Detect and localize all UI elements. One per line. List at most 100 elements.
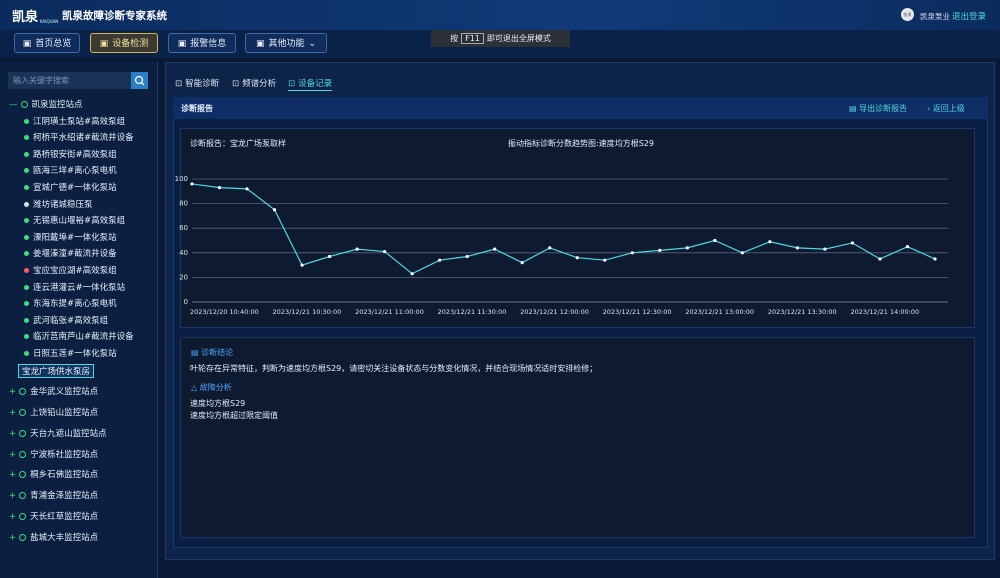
back-text[interactable]: 返回上级 [932, 104, 965, 113]
tree-label: 连云港灌云#一体化泵站 [33, 282, 126, 293]
tree-leaf[interactable]: 东海东提#离心泵电机 [24, 297, 117, 309]
tree-leaf[interactable]: 潍坊诸城稳压泵 [24, 198, 93, 210]
tree-leaf[interactable]: 路桥银安街#高效泵组 [24, 148, 117, 160]
tree-node[interactable]: + 桐乡石佛监控站点 [9, 468, 98, 480]
x-tick-label: 2023/12/21 11:00:00 [355, 308, 424, 316]
nav-button[interactable]: ▣ 设备检测 [90, 33, 158, 53]
tree-leaf[interactable]: 宝应宝应湖#高效泵组 [24, 264, 117, 276]
tree-toggle: + [9, 491, 17, 502]
point [272, 208, 277, 212]
conclusion-title: ▤ 诊断结论 [191, 348, 234, 357]
nav-button[interactable]: ▣ 其他功能 ⌄ [245, 33, 327, 53]
tree-leaf[interactable]: 宣城广德#一体化泵站 [24, 181, 117, 193]
search-input[interactable]: 输入关键字搜索 [8, 72, 131, 89]
tree-leaf[interactable]: 连云港灌云#一体化泵站 [24, 281, 125, 293]
station-icon [19, 513, 27, 520]
x-tick-label: 2023/12/21 14:00:00 [850, 308, 919, 316]
nav-label: 其他功能 [268, 39, 305, 49]
station-icon [20, 101, 28, 108]
back-button[interactable]: ‹ 返回上级 [927, 104, 965, 113]
company: 凯泉泵业 [920, 12, 950, 21]
status-dot [24, 351, 29, 356]
point [217, 186, 222, 190]
tree-label: 金华武义监控站点 [30, 387, 99, 398]
tree-label: 日照五莲#一体化泵站 [33, 349, 117, 359]
tree-leaf[interactable]: 宝龙广场供水泵房 [18, 363, 95, 378]
tree-leaf[interactable]: 无锡惠山堰裕#高效泵组 [24, 214, 125, 226]
tree-toggle: + [9, 387, 17, 398]
tree-leaf[interactable]: 日照五莲#一体化泵站 [24, 347, 117, 359]
tree-label: 溧阳戴埠#一体化泵站 [33, 232, 117, 243]
nav-button[interactable]: ▣ 首页总览 [14, 33, 80, 53]
nav-icon: ▣ [22, 39, 32, 49]
status-dot [24, 201, 29, 207]
tree-leaf[interactable]: 江阴璜土泵站#高效泵组 [24, 115, 125, 127]
x-tick-label: 2023/12/21 12:30:00 [603, 308, 672, 316]
export-text[interactable]: 导出诊断报告 [859, 104, 908, 113]
tab[interactable]: ⊡ 智能诊断 [175, 77, 219, 89]
dropdown-arrow: ⌄ [308, 39, 317, 49]
tree-label: 临沂莒南芦山#截流井设备 [33, 332, 134, 343]
tab-icon: ⊡ [232, 79, 240, 89]
tree-label: 宣城广德#一体化泵站 [33, 183, 117, 193]
point [713, 238, 717, 243]
nav-label: 设备检测 [112, 39, 149, 49]
status-dot [24, 268, 29, 273]
tree-node[interactable]: — 凯泉监控站点 [9, 98, 83, 110]
tree-node[interactable]: + 天长红草监控站点 [9, 510, 98, 522]
point [300, 263, 304, 267]
tree-label: 路桥银安街#高效泵组 [33, 149, 117, 160]
tree-label: 上饶铅山监控站点 [30, 408, 99, 418]
point [575, 256, 579, 260]
x-tick-label: 2023/12/21 12:00:00 [520, 308, 589, 316]
tree-toggle: + [9, 449, 17, 460]
tree-label: 桐乡石佛监控站点 [30, 470, 99, 481]
point [355, 247, 359, 251]
point [493, 247, 497, 251]
conclusion-text: 叶轮存在异常特征，判断为速度均方根S29，请密切关注设备状态与分数变化情况，并结… [190, 364, 598, 373]
tree-node[interactable]: + 上饶铅山监控站点 [9, 406, 98, 418]
point [878, 257, 882, 261]
search-button[interactable] [131, 72, 148, 89]
conclusion-title-text: 诊断结论 [201, 348, 234, 357]
station-icon [19, 409, 27, 416]
tree-leaf[interactable]: 武河临张#高效泵组 [24, 314, 108, 326]
point [465, 254, 469, 259]
line [191, 183, 936, 275]
tree-leaf[interactable]: 柯桥平水绍诸#截流井设备 [24, 131, 134, 143]
point [850, 241, 855, 245]
avatar: 凯泉 [901, 8, 914, 21]
tree-leaf[interactable]: 溧阳戴埠#一体化泵站 [24, 231, 117, 243]
tree-label: 天台九遮山监控站点 [30, 428, 107, 439]
y-tick-label: 80 [179, 200, 188, 208]
tree-node[interactable]: + 青浦金泽监控站点 [9, 489, 98, 501]
tree-label: 瓯海三垟#离心泵电机 [33, 166, 117, 177]
export-button[interactable]: ▤ 导出诊断报告 [849, 104, 908, 113]
analysis-line: 速度均方根超过限定阈值 [190, 411, 278, 420]
y-tick-label: 20 [179, 273, 188, 281]
tab[interactable]: ⊡ 设备记录 [288, 77, 333, 91]
y-tick-label: 60 [179, 224, 188, 232]
tree-leaf[interactable]: 临沂莒南芦山#截流井设备 [24, 330, 134, 342]
point [603, 258, 607, 262]
tree-node[interactable]: + 天台九遮山监控站点 [9, 427, 107, 439]
tree-node[interactable]: + 金华武义监控站点 [9, 385, 98, 397]
tab-label: 智能诊断 [185, 79, 220, 89]
point [410, 272, 414, 276]
tree-label: 江阴璜土泵站#高效泵组 [33, 116, 126, 127]
status-dot [24, 218, 29, 224]
tree-leaf[interactable]: 姜堰溱潼#截流井设备 [24, 247, 117, 259]
tree-label: 潍坊诸城稳压泵 [33, 199, 93, 210]
station-icon [19, 492, 27, 500]
tree-node[interactable]: + 宁波栎社监控站点 [9, 448, 98, 460]
logo: 凯泉 [12, 10, 39, 25]
tab[interactable]: ⊡ 频谱分析 [232, 77, 276, 89]
logout[interactable]: 退出登录 [952, 12, 987, 22]
tree-leaf[interactable]: 瓯海三垟#离心泵电机 [24, 164, 117, 176]
tree-node[interactable]: + 盐城大丰监控站点 [9, 531, 98, 543]
nav-button[interactable]: ▣ 报警信息 [168, 33, 236, 53]
point [685, 246, 689, 250]
point [933, 257, 937, 261]
nav-icon: ▣ [177, 39, 187, 49]
